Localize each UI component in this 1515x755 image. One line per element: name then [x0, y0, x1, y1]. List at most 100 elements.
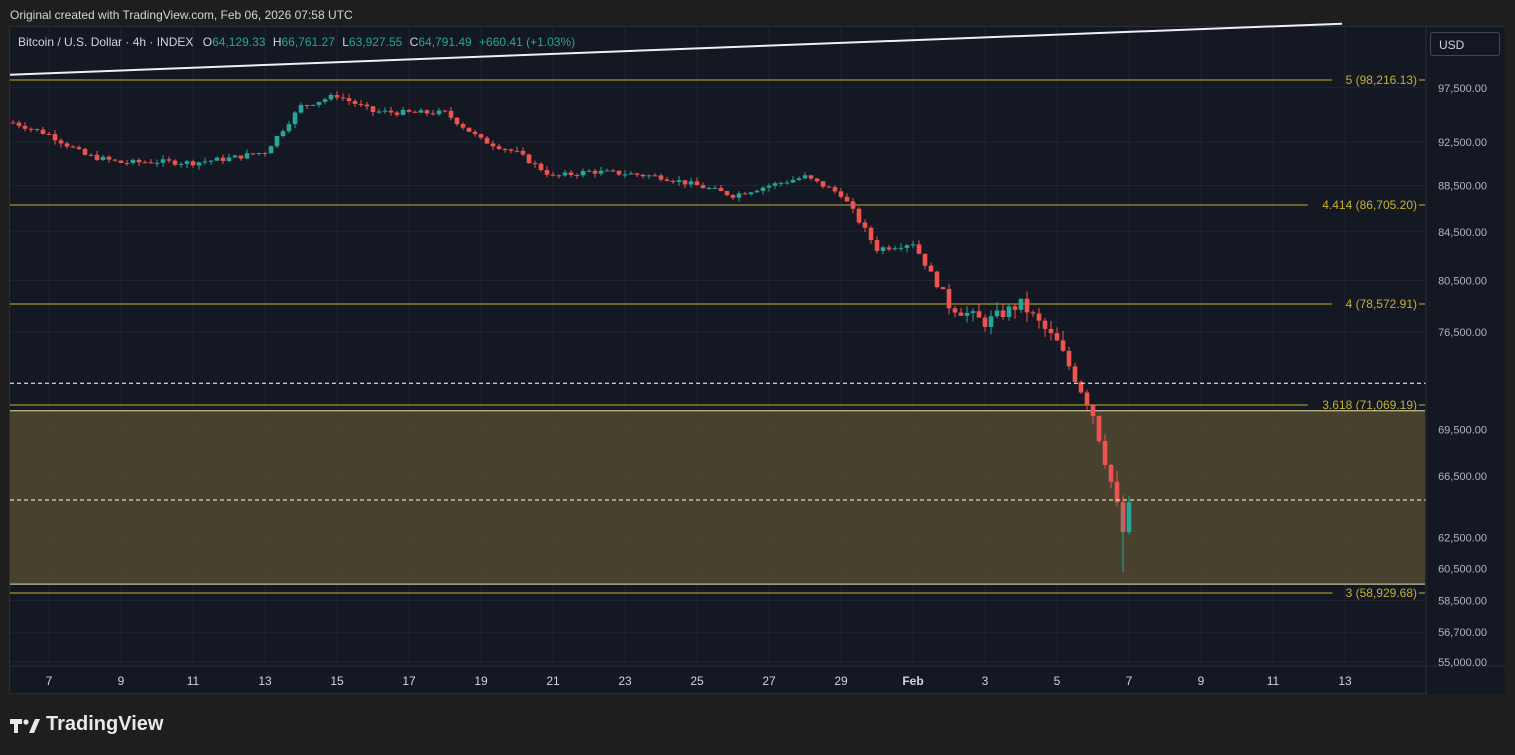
candle-body: [556, 175, 562, 177]
candle-body: [616, 170, 622, 175]
candle-body: [664, 179, 670, 181]
tradingview-logo-icon: [10, 718, 40, 733]
candle-body: [130, 159, 136, 164]
candle-body: [958, 312, 964, 316]
candle-body: [652, 175, 658, 177]
candle-body: [472, 131, 478, 135]
candle-body: [988, 316, 994, 327]
candle-body: [340, 97, 346, 99]
candle-body: [10, 122, 16, 124]
y-tick-label: 62,500.00: [1438, 533, 1487, 545]
candle-body: [550, 174, 556, 176]
candle-body: [928, 265, 934, 272]
attribution-text: Original created with TradingView.com, F…: [10, 8, 353, 22]
candle-body: [592, 170, 598, 174]
y-tick-label: 69,500.00: [1438, 424, 1487, 436]
candle-body: [952, 308, 958, 313]
candle-body: [730, 195, 736, 198]
candle-body: [940, 287, 946, 290]
candle-body: [1114, 481, 1120, 503]
candle-body: [238, 155, 244, 159]
axes: 97,500.00 92,500.00 88,500.00 84,500.00 80,5…: [10, 27, 1505, 694]
candle-body: [562, 172, 568, 176]
y-tick-label: 76,500.00: [1438, 327, 1487, 339]
candle-body: [478, 134, 484, 138]
candle-body: [538, 163, 544, 171]
candle-body: [232, 155, 238, 158]
candle-body: [292, 112, 298, 125]
candle-body: [148, 162, 154, 164]
candle-body: [112, 159, 118, 161]
y-tick-label: 84,500.00: [1438, 227, 1487, 239]
candle-body: [1090, 405, 1096, 417]
candle-body: [496, 146, 502, 149]
candle-body: [568, 172, 574, 176]
close-value: 64,791.49: [418, 35, 472, 49]
candle-body: [136, 159, 142, 163]
y-tick-label: 60,500.00: [1438, 564, 1487, 576]
candle-body: [880, 247, 886, 251]
candle-body: [160, 159, 166, 163]
candle-body: [166, 159, 172, 161]
candle-body: [634, 173, 640, 175]
candle-body: [406, 109, 412, 112]
candle-body: [1018, 298, 1024, 310]
candle-body: [76, 147, 82, 150]
candle-body: [898, 247, 904, 249]
x-tick-label: 7: [46, 674, 53, 688]
candle-body: [646, 175, 652, 177]
candle-body: [250, 153, 256, 155]
candle-body: [790, 179, 796, 183]
candle-body: [22, 125, 28, 129]
fib-label: 4.414 (86,705.20): [1322, 198, 1417, 212]
candle-body: [934, 271, 940, 288]
candle-body: [442, 110, 448, 112]
candle-body: [1048, 328, 1054, 334]
candle-body: [820, 181, 826, 187]
candle-body: [310, 104, 316, 106]
tradingview-logo: TradingView: [10, 713, 163, 736]
candle-body: [502, 148, 508, 150]
candle-body: [46, 133, 52, 135]
candle-body: [904, 245, 910, 248]
x-tick-label: 5: [1054, 674, 1061, 688]
candle-body: [208, 160, 214, 162]
candle-body: [1066, 350, 1072, 367]
low-value: 63,927.55: [348, 35, 403, 49]
y-tick-label: 97,500.00: [1438, 83, 1487, 95]
currency-selector[interactable]: USD: [1430, 32, 1500, 56]
y-tick-label: 88,500.00: [1438, 181, 1487, 193]
candle-body: [850, 201, 856, 209]
candle-body: [994, 310, 1000, 317]
candle-body: [658, 175, 664, 180]
candle-body: [358, 103, 364, 105]
x-tick-label: 25: [690, 674, 704, 688]
candle-body: [466, 127, 472, 132]
candle-body: [322, 99, 328, 102]
fib-levels: 5 (98,216.13) 4.414 (86,705.20) 4 (78,572.…: [10, 73, 1425, 600]
candle-body: [220, 157, 226, 161]
candle-body: [202, 161, 208, 163]
candles: [10, 91, 1132, 572]
candle-body: [604, 170, 610, 172]
candle-body: [34, 128, 40, 130]
candle-body: [244, 153, 250, 159]
symbol-label[interactable]: Bitcoin / U.S. Dollar · 4h · INDEX: [18, 35, 194, 49]
candle-body: [694, 181, 700, 186]
candle-body: [316, 101, 322, 105]
candle-body: [808, 175, 814, 179]
candle-body: [610, 170, 616, 172]
candle-body: [784, 182, 790, 184]
y-tick-label: 55,000.00: [1438, 657, 1487, 669]
candle-body: [1096, 416, 1102, 442]
x-tick-label: 9: [118, 674, 125, 688]
candle-body: [418, 110, 424, 113]
x-tick-label: 9: [1198, 674, 1205, 688]
x-tick-label: 15: [330, 674, 344, 688]
candle-body: [826, 186, 832, 188]
candle-body: [910, 244, 916, 246]
candle-body: [274, 135, 280, 147]
candle-body: [334, 94, 340, 98]
x-tick-label: 3: [982, 674, 989, 688]
